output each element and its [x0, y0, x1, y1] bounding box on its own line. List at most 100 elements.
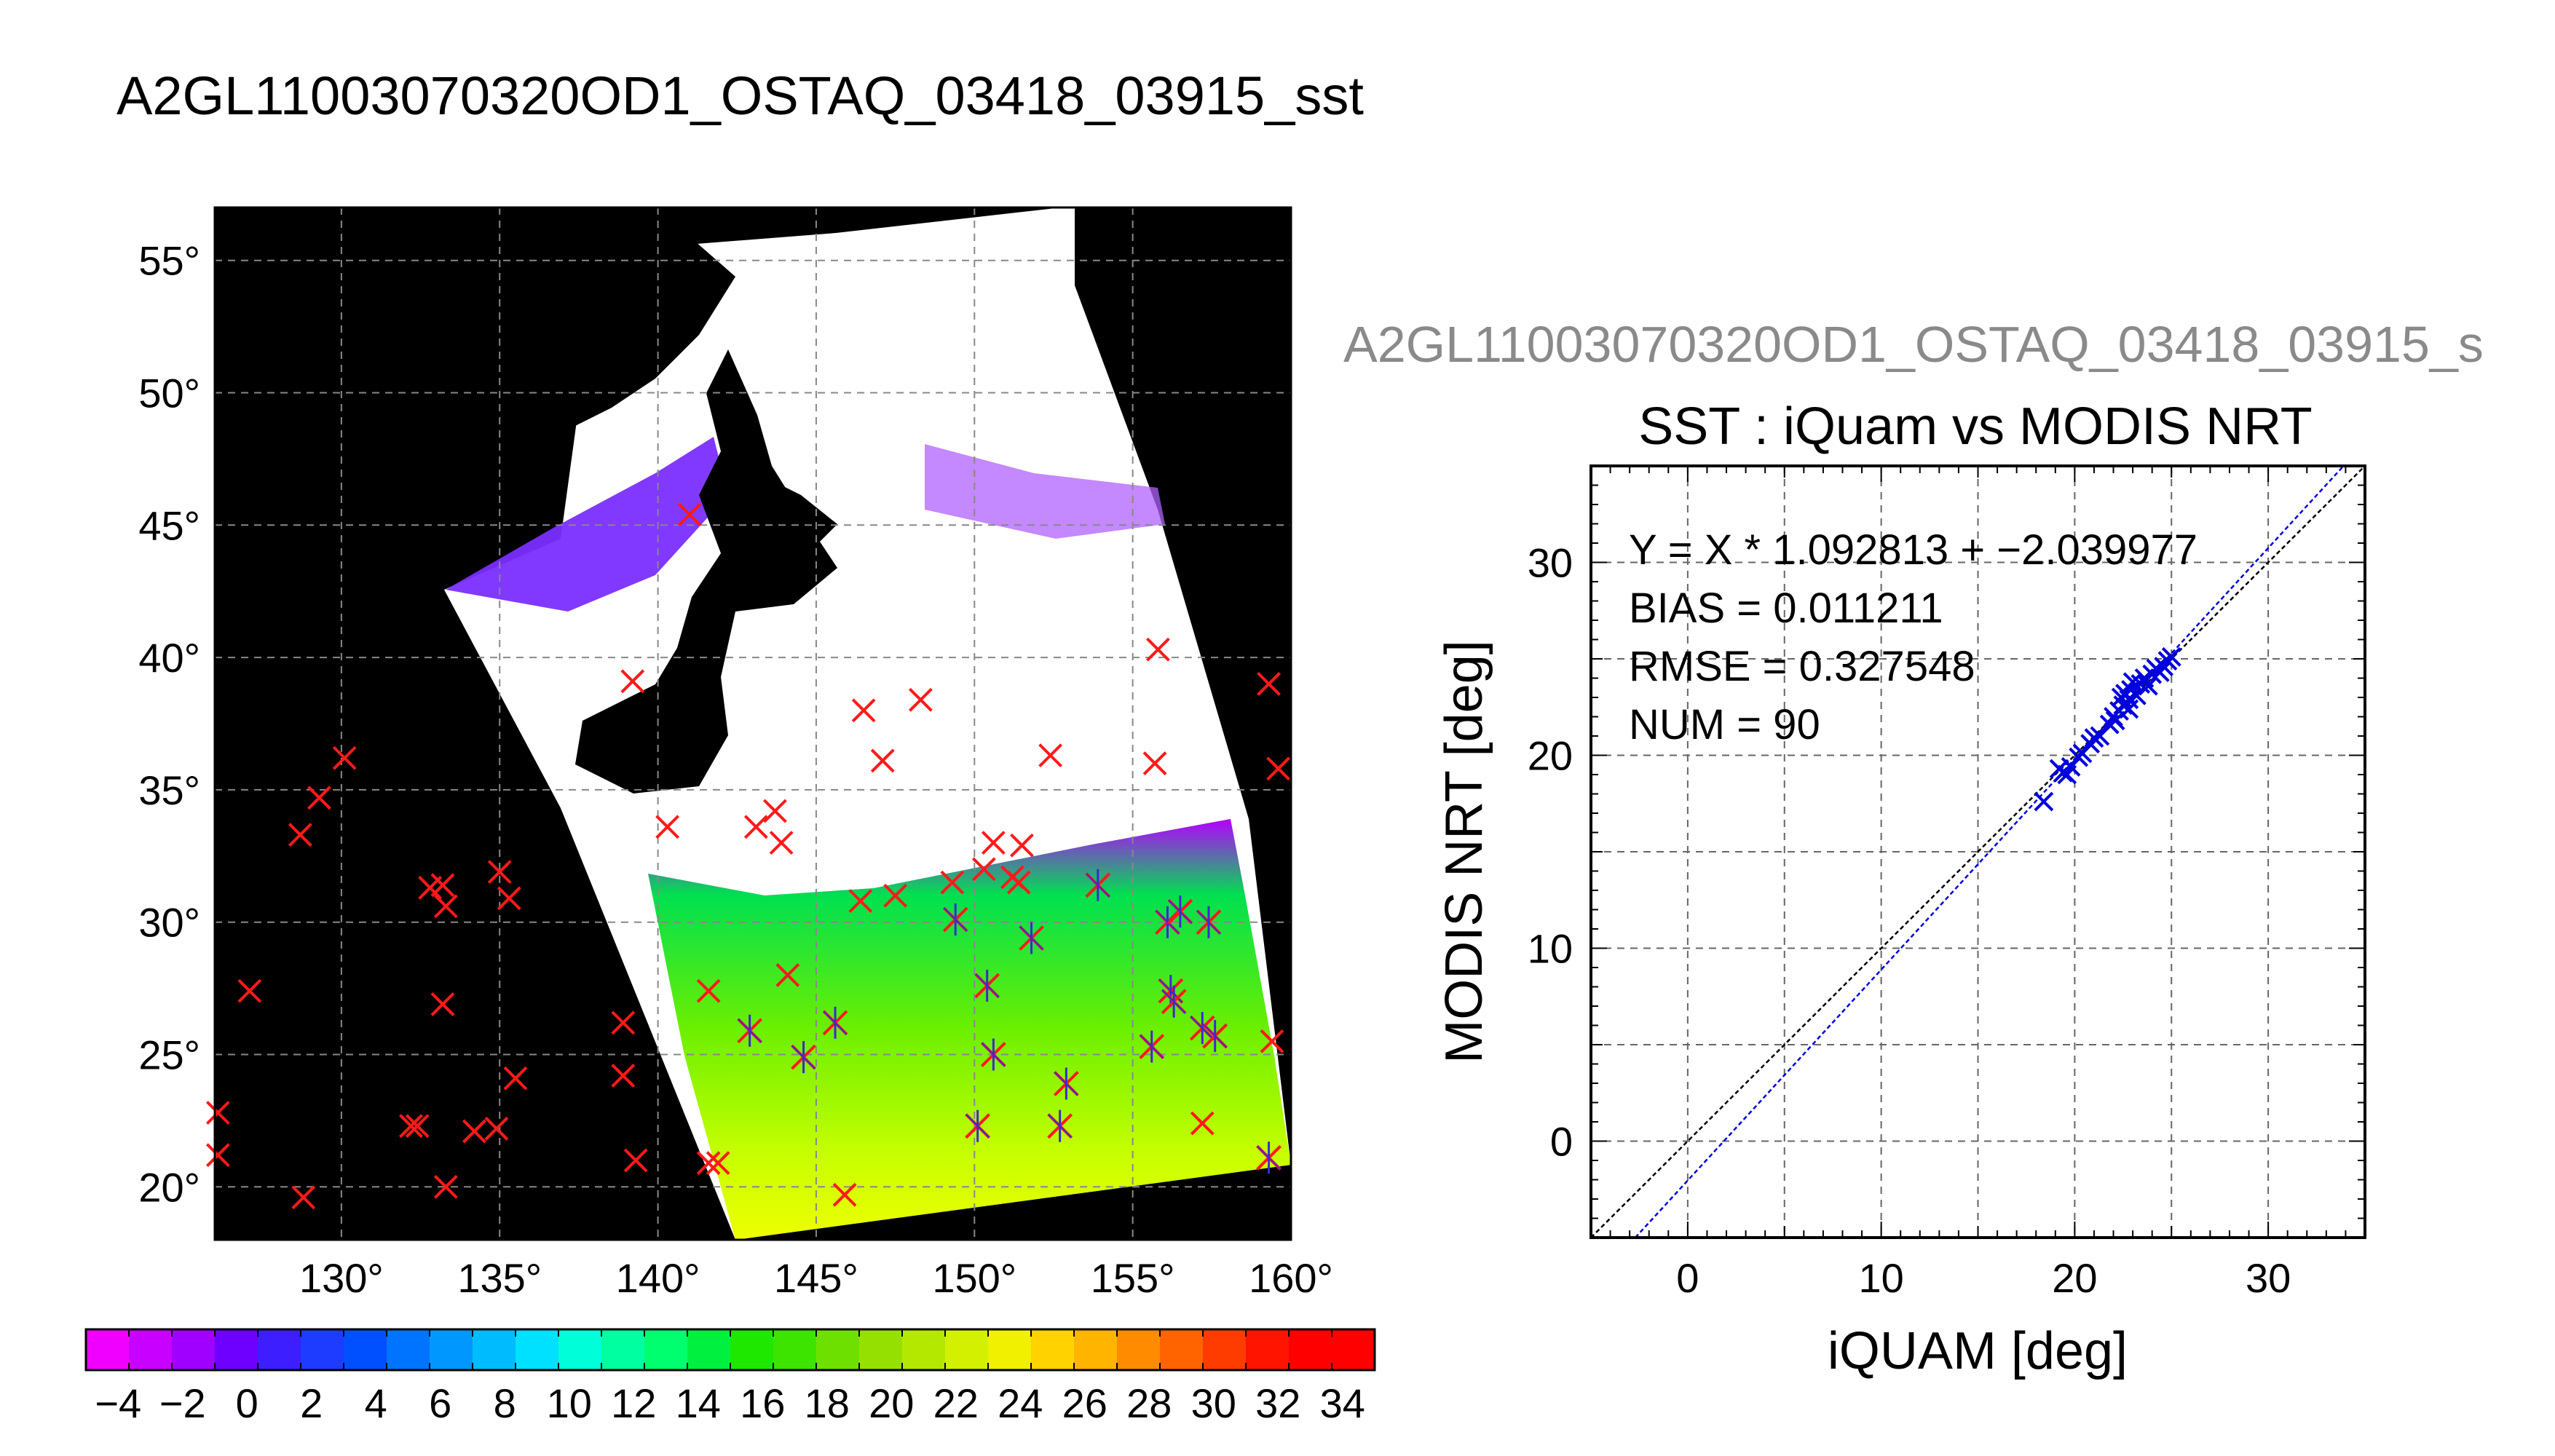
- colorbar-tick-label: 8: [494, 1380, 516, 1426]
- iquam-marker: [883, 883, 908, 908]
- colorbar-segment: [687, 1329, 731, 1370]
- colorbar-tick-label: 34: [1320, 1380, 1365, 1426]
- scatter-annotation: BIAS = 0.011211: [1629, 585, 1943, 632]
- iquam-marker: [462, 1119, 486, 1144]
- colorbar-segment: [344, 1329, 387, 1370]
- iquam-marker: [205, 1101, 230, 1125]
- colorbar-segment: [1160, 1329, 1204, 1370]
- iquam-marker: [775, 962, 800, 987]
- iquam-marker: [288, 823, 312, 847]
- colorbar-segment: [945, 1329, 989, 1370]
- map-y-tick-label: 45°: [138, 502, 200, 548]
- map-x-tick-label: 130°: [299, 1255, 384, 1301]
- iquam-marker: [848, 889, 873, 914]
- scatter-y-tick-label: 0: [1550, 1119, 1573, 1165]
- iquam-marker: [623, 1148, 648, 1173]
- iquam-marker: [237, 978, 262, 1003]
- iquam-marker: [1257, 672, 1281, 696]
- colorbar-segment: [387, 1329, 430, 1370]
- iquam-marker: [696, 1151, 721, 1175]
- map-x-tick-label: 135°: [457, 1255, 542, 1301]
- colorbar-tick-label: 2: [300, 1380, 323, 1426]
- iquam-marker: [971, 857, 996, 882]
- colorbar-tick-label: 24: [998, 1380, 1043, 1426]
- iquam-marker: [851, 698, 876, 723]
- map-iquam-markers: [205, 502, 1291, 1210]
- map-y-tick-labels: 20° 25° 30° 35° 40° 45° 50° 55°: [138, 238, 200, 1211]
- scatter-y-tick-labels: 0 10 20 30: [1528, 540, 1573, 1165]
- matchup-marker: [980, 1038, 1006, 1071]
- iquam-marker: [611, 1010, 636, 1035]
- scatter-x-tick-labels: 0 10 20 30: [1676, 1255, 2291, 1301]
- iquam-marker: [696, 978, 721, 1003]
- matchup-marker: [1019, 922, 1044, 954]
- matchup-marker: [965, 1109, 991, 1142]
- sst-colorbar: [84, 1328, 1376, 1372]
- colorbar-tick-labels: −4 −2 0 2 4 6 8 10 12 14 16 18 20 22 24 26 28 30 32 34: [95, 1380, 1365, 1426]
- colorbar-segment: [86, 1329, 130, 1370]
- colorbar-segment: [430, 1329, 473, 1370]
- map-x-tick-label: 150°: [932, 1255, 1016, 1301]
- map-y-tick-label: 20°: [138, 1164, 200, 1210]
- colorbar-segment: [773, 1329, 817, 1370]
- iquam-marker: [677, 502, 702, 527]
- matchup-marker: [974, 969, 1000, 1002]
- matchup-marker: [1256, 1142, 1282, 1174]
- scatter-y-tick-label: 10: [1528, 926, 1573, 972]
- iquam-marker: [399, 1114, 423, 1139]
- iquam-marker: [655, 815, 680, 839]
- iquam-marker: [706, 1151, 730, 1175]
- map-matchup-markers: [737, 869, 1282, 1174]
- colorbar-segment: [129, 1329, 173, 1370]
- colorbar-segment: [1289, 1329, 1332, 1370]
- swath-cloud-edge-black: [408, 226, 735, 590]
- iquam-marker: [1146, 637, 1170, 662]
- scatter-x-tick-label: 0: [1676, 1255, 1699, 1301]
- scatter-title: SST : iQuam vs MODIS NRT: [1638, 397, 2313, 456]
- iquam-marker: [1038, 743, 1063, 768]
- colorbar-tick-label: 14: [676, 1380, 721, 1426]
- map-x-tick-label: 155°: [1091, 1255, 1175, 1301]
- iquam-marker: [430, 873, 455, 898]
- one-to-one-line: [1590, 465, 2366, 1238]
- iquam-marker: [1266, 756, 1291, 781]
- iquam-marker: [503, 1066, 528, 1091]
- iquam-marker: [908, 687, 933, 712]
- colorbar-segment: [988, 1329, 1032, 1370]
- map-y-tick-label: 30°: [138, 900, 200, 946]
- scatter-y-tick-label: 20: [1528, 733, 1573, 779]
- colorbar-tick-label: 18: [805, 1380, 850, 1426]
- matchup-marker: [1202, 1020, 1228, 1053]
- iquam-marker: [1006, 870, 1031, 895]
- iquam-marker: [940, 870, 965, 895]
- matchup-marker: [1167, 895, 1193, 928]
- matchup-marker: [737, 1014, 763, 1047]
- iquam-marker: [611, 1064, 636, 1088]
- colorbar-tick-label: 22: [933, 1380, 979, 1426]
- matchup-marker: [1161, 985, 1187, 1018]
- colorbar-segment: [902, 1329, 946, 1370]
- colorbar-segment: [558, 1329, 602, 1370]
- swath-purple-streaks: [925, 444, 1165, 539]
- colorbar-tick-label: 28: [1126, 1380, 1172, 1426]
- map-x-tick-label: 140°: [616, 1255, 700, 1301]
- matchup-marker: [1196, 906, 1222, 938]
- iquam-marker: [981, 831, 1006, 855]
- iquam-marker: [484, 1116, 509, 1141]
- scatter-annotation: RMSE = 0.327548: [1629, 643, 1975, 690]
- matchup-marker: [1047, 1109, 1073, 1142]
- iquam-marker: [743, 815, 768, 839]
- colorbar-segment: [172, 1329, 216, 1370]
- scatter-x-axis-label: iQUAM [deg]: [1828, 1322, 2128, 1380]
- colorbar-segment: [1031, 1329, 1075, 1370]
- colorbar-segment: [859, 1329, 903, 1370]
- matchup-marker: [791, 1041, 816, 1074]
- iquam-marker: [832, 1182, 857, 1207]
- matchup-marker: [1053, 1067, 1079, 1100]
- colorbar-tick-label: −2: [159, 1380, 206, 1426]
- iquam-marker: [763, 799, 787, 823]
- scatter-x-tick-label: 20: [2052, 1255, 2097, 1301]
- colorbar-tick-label: 30: [1191, 1380, 1236, 1426]
- scatter-y-axis-label: MODIS NRT [deg]: [1435, 640, 1493, 1064]
